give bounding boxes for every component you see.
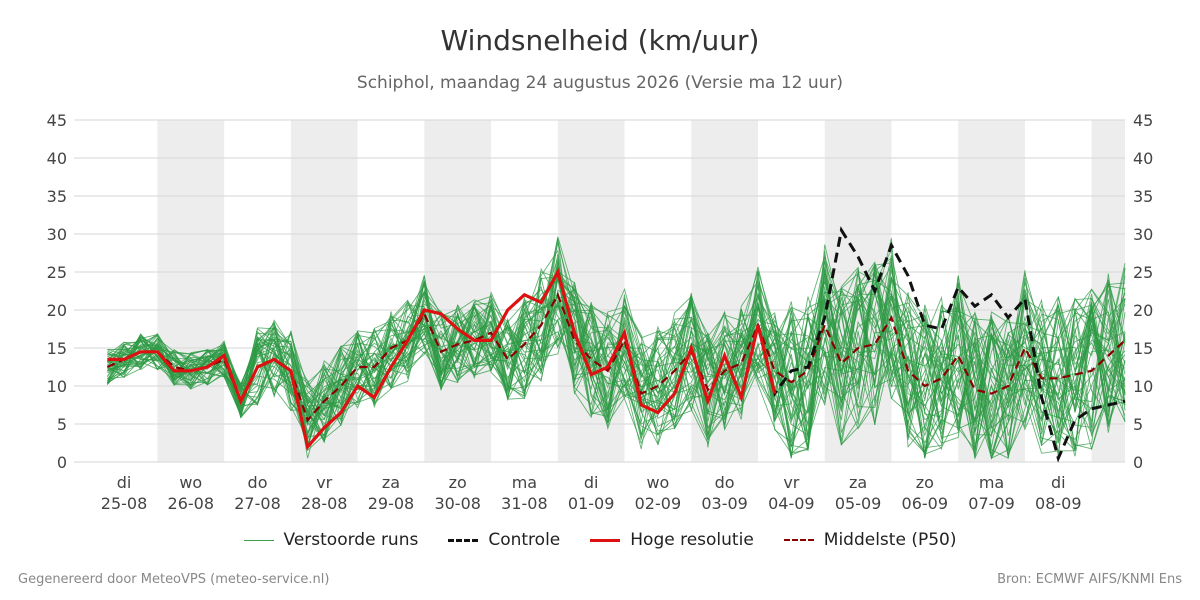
y-tick-right-15: 15 [1133,339,1153,358]
legend-swatch-p50 [783,539,814,541]
y-tick-left-45: 45 [47,111,67,130]
y-tick-right-10: 10 [1133,377,1153,396]
footer-source: Bron: ECMWF AIFS/KNMI Ens [997,572,1182,587]
x-tick-day-4: za [382,473,400,492]
y-tick-left-40: 40 [47,149,67,168]
x-tick-day-0: di [117,473,132,492]
p50-series-line [106,292,1126,423]
x-tick-date-1: 26-08 [168,494,215,513]
legend-item-controle: Controle [448,530,560,550]
x-tick-day-12: zo [916,473,934,492]
y-axis-left: 0 5 10 15 20 25 30 35 40 45 [47,111,67,472]
legend: Verstoorde runs Controle Hoge resolutie … [0,530,1200,550]
ensemble-member-41 [107,278,1126,458]
x-tick-date-10: 04-09 [768,494,815,513]
footer-generated-by: Gegenereerd door MeteoVPS (meteo-service… [18,572,330,587]
x-tick-day-7: di [584,473,599,492]
ensemble-members [106,236,1126,460]
y-tick-right-30: 30 [1133,225,1153,244]
legend-label-hoge-resolutie: Hoge resolutie [630,530,754,550]
y-tick-right-45: 45 [1133,111,1153,130]
x-tick-date-13: 07-09 [968,494,1015,513]
ensemble-member-20 [107,263,1126,443]
legend-label-controle: Controle [488,530,561,550]
x-tick-date-8: 02-09 [635,494,682,513]
y-tick-right-25: 25 [1133,263,1153,282]
x-tick-day-6: ma [512,473,537,492]
y-tick-right-35: 35 [1133,187,1153,206]
x-tick-day-2: do [248,473,268,492]
x-tick-day-8: wo [646,473,669,492]
y-tick-right-40: 40 [1133,149,1153,168]
ensemble-member-48 [107,256,1126,451]
y-axis-right: 0 5 10 15 20 25 30 35 40 45 [1133,111,1153,472]
legend-item-verstoorde: Verstoorde runs [243,530,419,550]
x-tick-date-2: 27-08 [234,494,281,513]
legend-swatch-hoge-resolutie [590,538,621,542]
x-tick-date-4: 29-08 [368,494,415,513]
y-tick-left-35: 35 [47,187,67,206]
x-tick-day-13: ma [979,473,1004,492]
y-tick-left-30: 30 [47,225,67,244]
ensemble-member-40 [107,274,1126,452]
controle-series-line [756,226,1126,463]
legend-label-verstoorde: Verstoorde runs [283,530,419,550]
y-tick-right-20: 20 [1133,301,1153,320]
ensemble-member-15 [107,296,1126,441]
ensemble-member-46 [107,238,1126,441]
x-tick-date-6: 31-08 [501,494,548,513]
y-tick-right-5: 5 [1133,415,1143,434]
x-tick-day-3: vr [316,473,332,492]
x-tick-date-7: 01-09 [568,494,615,513]
hoge-resolutie-series-line [107,267,777,451]
x-tick-day-9: do [715,473,735,492]
y-tick-left-15: 15 [47,339,67,358]
chart-title: Windsnelheid (km/uur) [440,24,760,57]
wind-chart: 0 5 10 15 20 25 30 35 40 45 0 5 10 15 20 25 30 35 40 45 di… [47,111,1154,513]
x-tick-day-11: za [849,473,867,492]
y-tick-left-0: 0 [57,453,67,472]
x-tick-date-5: 30-08 [434,494,481,513]
ensemble-member-34 [107,238,1126,446]
x-tick-day-10: vr [783,473,799,492]
x-tick-day-14: di [1051,473,1066,492]
x-tick-date-0: 25-08 [101,494,148,513]
legend-label-p50: Middelste (P50) [823,530,957,550]
x-tick-date-11: 05-09 [835,494,882,513]
y-tick-left-25: 25 [47,263,67,282]
main-series [106,226,1126,463]
legend-swatch-controle [448,538,479,542]
y-tick-left-20: 20 [47,301,67,320]
x-axis-labels: di 25-08 wo 26-08 do 27-08 vr 28-08 za 29-08 zo 30-… [101,473,1082,513]
x-tick-date-9: 03-09 [701,494,748,513]
x-tick-date-12: 06-09 [902,494,949,513]
chart-subtitle: Schiphol, maandag 24 augustus 2026 (Vers… [356,73,844,93]
x-tick-date-3: 28-08 [301,494,348,513]
x-tick-date-14: 08-09 [1035,494,1082,513]
legend-item-p50: Middelste (P50) [783,530,957,550]
y-tick-left-10: 10 [47,377,67,396]
ensemble-member-18 [107,291,1126,450]
x-tick-day-5: zo [449,473,467,492]
shade-band-0 [157,120,225,462]
ensemble-member-45 [107,269,1126,459]
shade-band-2 [424,120,492,462]
legend-swatch-verstoorde [243,539,274,541]
y-tick-right-0: 0 [1133,453,1143,472]
x-tick-day-1: wo [179,473,202,492]
y-tick-left-5: 5 [57,415,67,434]
legend-item-hoge-resolutie: Hoge resolutie [590,530,754,550]
